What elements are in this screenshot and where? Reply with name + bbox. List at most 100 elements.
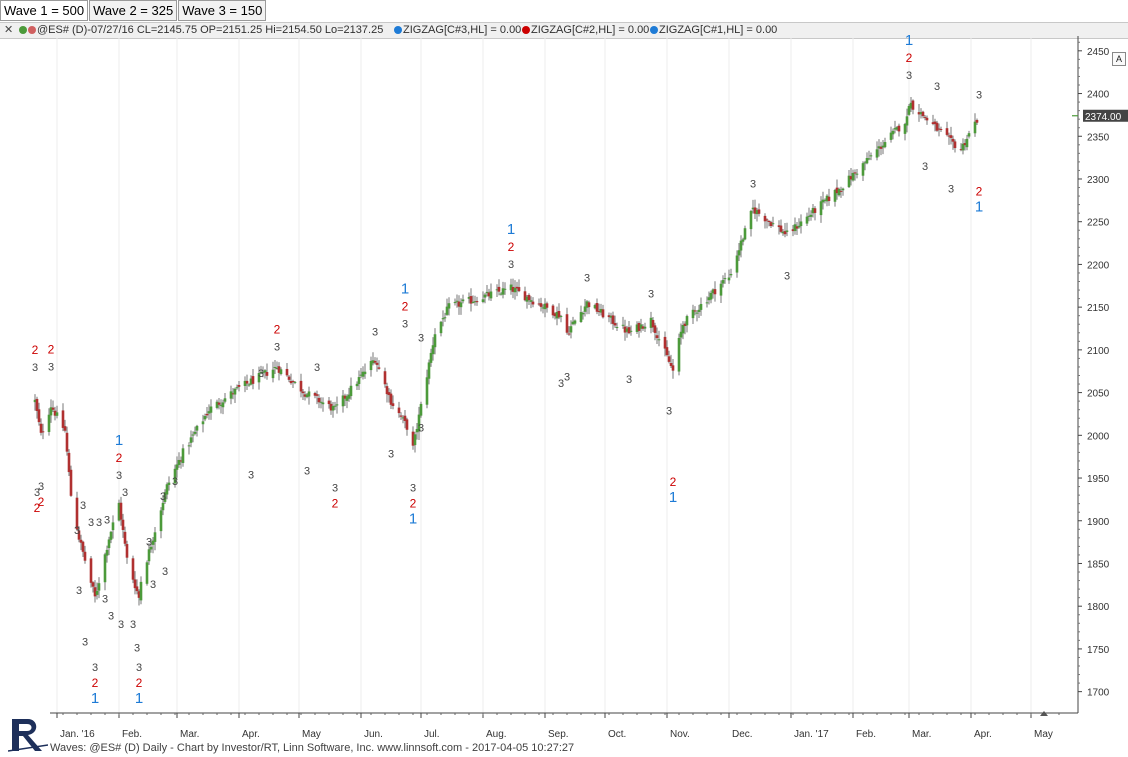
candle-body [667, 356, 671, 362]
candle-body [585, 301, 589, 308]
candle-body [167, 482, 171, 485]
wave-3-label: 3 [76, 585, 82, 597]
candle-body [729, 274, 733, 276]
candle-body [125, 544, 129, 558]
wave-3-label: 3 [934, 81, 940, 93]
close-icon[interactable]: ✕ [4, 24, 14, 36]
candle-body [429, 352, 433, 363]
candle-body [657, 339, 661, 341]
wave-3-label: 3 [418, 423, 424, 435]
candle-body [809, 214, 813, 217]
zigzag-c2-label: ZIGZAG[C#2,HL] = 0.00 [531, 24, 650, 36]
price-tick-label: 2150 [1087, 303, 1110, 314]
candle-body [709, 292, 713, 300]
candle-body [621, 324, 625, 326]
candle-body [217, 402, 221, 405]
candle-body [551, 305, 555, 316]
candle-body [265, 372, 269, 376]
candle-body [935, 122, 939, 131]
candle-body [539, 303, 543, 307]
candle-body [177, 459, 181, 465]
candle-body [949, 135, 953, 138]
wave-3-label: 3 [558, 378, 564, 390]
candle-body [671, 365, 675, 371]
candle-body [963, 143, 967, 146]
candle-body [121, 519, 125, 530]
wave-3-label: 3 [160, 491, 166, 503]
candle-body [609, 315, 613, 318]
candle-body [153, 532, 157, 542]
candle-body [697, 309, 701, 312]
candle-body [173, 468, 177, 484]
candle-body [97, 583, 101, 591]
candle-body [107, 539, 111, 549]
candle-body [249, 378, 253, 385]
wave-2-label: 2 [410, 496, 417, 510]
candle-body [469, 296, 473, 304]
candle-body [361, 371, 365, 377]
wave-3-label: 3 [146, 536, 152, 548]
candle-body [625, 328, 629, 332]
candle-body [975, 119, 979, 123]
tab-wave-2[interactable]: Wave 2 = 325 [89, 0, 178, 21]
candle-body [221, 402, 225, 408]
candle-body [665, 347, 669, 356]
wave-3-label: 3 [74, 525, 80, 537]
candle-body [869, 155, 873, 157]
candle-body [301, 391, 305, 394]
candle-body [653, 325, 657, 333]
candle-body [741, 239, 745, 242]
candle-body [341, 395, 345, 407]
wave-3-label: 3 [948, 183, 954, 195]
candle-body [497, 286, 501, 292]
candle-body [275, 367, 279, 369]
wave-3-label: 3 [162, 566, 168, 578]
candle-body [473, 301, 477, 303]
candle-body [453, 302, 457, 304]
candle-body [679, 331, 683, 338]
candle-body [611, 315, 615, 324]
wave-3-label: 3 [274, 342, 280, 354]
candle-body [573, 320, 577, 324]
wave-1-label: 1 [409, 510, 417, 527]
candle-body [441, 318, 445, 320]
candle-body [137, 591, 141, 598]
candle-body [713, 289, 717, 295]
candle-body [459, 302, 463, 308]
price-tick-label: 2050 [1087, 389, 1110, 400]
candle-body [201, 421, 205, 425]
candle-body [103, 554, 107, 583]
wave-3-label: 3 [88, 517, 94, 529]
zigzag-c2-legend: ZIGZAG[C#2,HL] = 0.00 [522, 23, 649, 38]
candle-body [321, 402, 325, 405]
wave-2-label: 2 [92, 676, 99, 690]
candle-body [411, 431, 415, 446]
candle-body [595, 303, 599, 312]
wave-1-label: 1 [507, 221, 515, 238]
candle-body [259, 371, 263, 373]
zigzag-c1-legend: ZIGZAG[C#1,HL] = 0.00 [650, 23, 777, 38]
tab-wave-1[interactable]: Wave 1 = 500 [0, 0, 89, 21]
candle-body [123, 531, 127, 544]
tab-wave-3[interactable]: Wave 3 = 150 [178, 0, 267, 21]
candle-body [371, 360, 375, 364]
candle-body [369, 360, 373, 371]
candle-body [865, 158, 869, 164]
price-tick-label: 2250 [1087, 218, 1110, 229]
candle-body [587, 302, 591, 308]
candle-body [559, 315, 563, 317]
wave-3-label: 3 [784, 271, 790, 283]
candle-body [727, 277, 731, 281]
wave-1-label: 1 [975, 199, 983, 216]
candle-body [109, 531, 113, 540]
candle-body [343, 395, 347, 399]
wave-3-label: 3 [134, 642, 140, 654]
candle-body [623, 326, 627, 333]
candle-body [615, 327, 619, 329]
candle-body [965, 138, 969, 148]
wave-3-label: 3 [750, 178, 756, 190]
auto-scale-button[interactable]: A [1112, 52, 1126, 66]
candle-body [601, 309, 605, 318]
candle-body [315, 394, 319, 396]
